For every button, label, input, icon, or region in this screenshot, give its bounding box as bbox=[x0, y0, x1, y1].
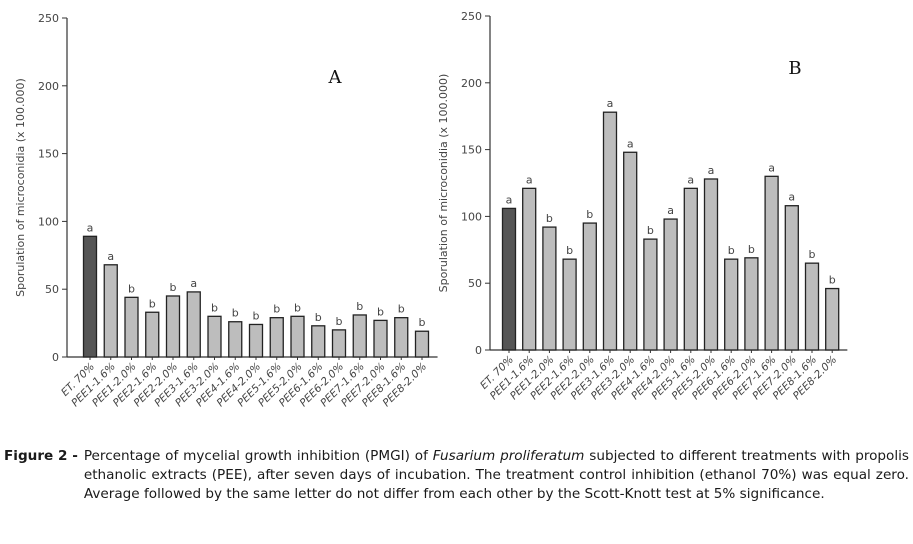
bar bbox=[352, 314, 367, 358]
bar bbox=[683, 187, 698, 351]
chart-panel-a: 0 50 100 150 200 250 Sporulation of microconid… bbox=[14, 12, 438, 409]
y-tick-label: 0 bbox=[52, 351, 59, 364]
bar bbox=[311, 325, 326, 358]
significance-letter: b bbox=[211, 301, 218, 314]
y-tick-label: 250 bbox=[461, 10, 482, 23]
significance-letter: a bbox=[667, 204, 674, 217]
y-tick-label: 200 bbox=[38, 80, 59, 93]
significance-letter: b bbox=[809, 248, 816, 261]
significance-letter: b bbox=[170, 281, 177, 294]
caption-text-after: subjected to different treatments with p… bbox=[83, 448, 910, 502]
caption-text-before: Percentage of mycelial growth inhibition… bbox=[83, 448, 428, 464]
bar bbox=[825, 287, 840, 351]
y-tick-label: 50 bbox=[45, 283, 59, 296]
significance-letter: b bbox=[356, 300, 363, 313]
y-tick-label: 150 bbox=[461, 144, 482, 157]
significance-letter: a bbox=[708, 164, 715, 177]
y-axis-title: Sporulation of microconidia (x 100.000) bbox=[14, 78, 27, 297]
panel-label: A bbox=[328, 67, 343, 88]
bar bbox=[103, 264, 118, 358]
significance-letter: b bbox=[419, 316, 426, 329]
bar bbox=[394, 317, 409, 358]
significance-letter: a bbox=[627, 137, 634, 150]
significance-letter: b bbox=[315, 311, 322, 324]
significance-letter: a bbox=[526, 173, 533, 186]
bar bbox=[501, 207, 517, 351]
bar bbox=[804, 262, 820, 351]
significance-letter: a bbox=[190, 277, 197, 290]
panel-label: B bbox=[788, 58, 801, 79]
bar bbox=[228, 321, 243, 358]
significance-letter: a bbox=[768, 161, 775, 174]
bar bbox=[414, 330, 430, 358]
significance-letter: b bbox=[586, 208, 593, 221]
significance-letter: b bbox=[566, 244, 573, 257]
y-axis-title: Sporulation of microconidia (x 100.000) bbox=[437, 74, 450, 293]
bar bbox=[522, 187, 537, 351]
significance-letter: b bbox=[128, 282, 135, 295]
y-tick-label: 200 bbox=[461, 77, 482, 90]
significance-letter: b bbox=[647, 224, 654, 237]
bar bbox=[290, 315, 305, 358]
figure-charts: 0 50 100 150 200 250 Sporulation of microconid… bbox=[14, 10, 848, 409]
significance-letter: b bbox=[398, 303, 405, 316]
significance-letter: b bbox=[294, 301, 301, 314]
y-tick-label: 100 bbox=[38, 215, 59, 228]
bar bbox=[269, 317, 284, 358]
bar bbox=[744, 257, 759, 351]
bar bbox=[784, 205, 799, 351]
significance-letter: b bbox=[149, 297, 156, 310]
figure-caption: Figure 2 - Percentage of mycelial growth… bbox=[4, 447, 909, 504]
y-tick-label: 0 bbox=[475, 344, 482, 357]
y-tick-label: 50 bbox=[468, 277, 482, 290]
significance-letter: b bbox=[336, 315, 343, 328]
bar bbox=[82, 235, 98, 358]
bar bbox=[582, 222, 597, 351]
bar bbox=[145, 311, 160, 358]
bar bbox=[663, 218, 678, 351]
significance-letter: b bbox=[728, 244, 735, 257]
significance-letter: b bbox=[273, 303, 280, 316]
bar bbox=[562, 258, 577, 351]
chart-panel-b: 0 50 100 150 200 250 Sporulation of microconid… bbox=[437, 10, 848, 402]
y-tick-label: 100 bbox=[461, 210, 482, 223]
y-tick-label: 250 bbox=[38, 12, 59, 25]
significance-letter: b bbox=[546, 212, 553, 225]
significance-letter: b bbox=[253, 309, 260, 322]
caption-text: Percentage of mycelial growth inhibition… bbox=[84, 447, 909, 504]
bar bbox=[124, 296, 139, 358]
bar bbox=[542, 226, 557, 351]
significance-letter: a bbox=[506, 193, 513, 206]
caption-label: Figure 2 - bbox=[4, 448, 78, 464]
bar bbox=[331, 329, 347, 358]
significance-letter: a bbox=[87, 221, 94, 234]
significance-letter: b bbox=[829, 274, 836, 287]
bar bbox=[165, 295, 181, 358]
bar bbox=[703, 178, 719, 351]
bar bbox=[623, 151, 638, 351]
caption-species: Fusarium proliferatum bbox=[432, 448, 585, 464]
significance-letter: a bbox=[107, 250, 114, 263]
bar bbox=[602, 111, 618, 351]
bar bbox=[373, 319, 388, 358]
bar bbox=[764, 175, 779, 351]
significance-letter: a bbox=[687, 173, 694, 186]
y-tick-label: 150 bbox=[38, 148, 59, 161]
significance-letter: a bbox=[788, 191, 795, 204]
significance-letter: b bbox=[748, 243, 755, 256]
bar bbox=[207, 315, 222, 358]
bar bbox=[186, 291, 201, 358]
bar bbox=[724, 258, 739, 351]
bar bbox=[248, 323, 264, 358]
bar bbox=[643, 238, 658, 351]
significance-letter: b bbox=[377, 305, 384, 318]
significance-letter: b bbox=[232, 307, 239, 320]
significance-letter: a bbox=[607, 97, 614, 110]
